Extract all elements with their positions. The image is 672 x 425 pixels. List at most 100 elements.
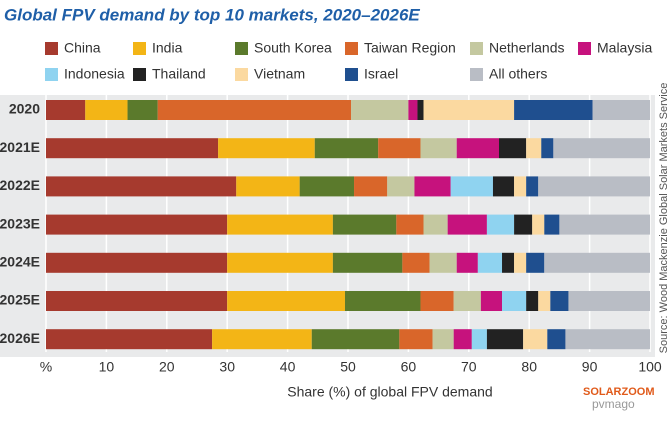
bar-segment [559, 214, 650, 235]
bar-segment [526, 252, 545, 273]
legend-label: Indonesia [64, 66, 125, 82]
bar-segment [402, 252, 430, 273]
y-tick-label: 2026E [0, 330, 40, 346]
x-tick-label: 90 [582, 359, 598, 375]
watermark: pvmago [592, 397, 635, 411]
bar-segment [429, 252, 457, 273]
legend-swatch [235, 68, 248, 81]
bar-segment [414, 176, 451, 197]
bar-segment [46, 176, 237, 197]
bar-segment [46, 291, 228, 311]
bar-segment [432, 329, 454, 350]
bar-segment [236, 176, 300, 197]
legend-swatch [345, 68, 358, 81]
bar-segment [447, 214, 487, 235]
bar-segment [547, 329, 566, 350]
legend-label: India [152, 40, 183, 56]
bar-segment [212, 329, 312, 350]
bar-segment [387, 176, 415, 197]
bar-segment [526, 291, 539, 311]
x-tick-label: 30 [219, 359, 235, 375]
bar-segment [127, 100, 158, 120]
bar-segment [592, 100, 650, 120]
bar-segment [227, 214, 333, 235]
bar-segment [538, 291, 551, 311]
legend-label: Netherlands [489, 40, 565, 56]
bar-segment [514, 252, 527, 273]
bar-segment [544, 214, 560, 235]
x-tick-label: % [40, 359, 52, 375]
legend-label: Thailand [152, 66, 206, 82]
legend-swatch [45, 42, 58, 55]
legend-label: Malaysia [597, 40, 652, 56]
bar-segment [420, 291, 454, 311]
bar-segment [471, 329, 487, 350]
source: Source: Wood Mackenzie Global Solar Mark… [658, 83, 670, 354]
x-tick-label: 20 [159, 359, 175, 375]
legend-label: Vietnam [254, 66, 305, 82]
legend-label: Taiwan Region [364, 40, 456, 56]
bar-segment [514, 214, 533, 235]
bar-segment [456, 138, 499, 159]
x-tick-label: 50 [340, 359, 356, 375]
bar-segment [332, 252, 403, 273]
bar-segment [218, 138, 315, 159]
bar-segment [354, 176, 388, 197]
bar-segment [477, 252, 503, 273]
bar-segment [550, 291, 569, 311]
legend-swatch [470, 42, 483, 55]
bar-segment [423, 214, 448, 235]
bar-segment [157, 100, 352, 120]
bar-segment [417, 100, 424, 120]
bar-segment [450, 176, 493, 197]
bar-segment [502, 291, 527, 311]
bar-segment [514, 100, 593, 120]
bar-segment [46, 252, 228, 273]
bar-segment [541, 138, 554, 159]
bar-segment [486, 214, 515, 235]
legend-swatch [133, 42, 146, 55]
bar-segment [299, 176, 355, 197]
bar-segment [486, 329, 524, 350]
legend-label: All others [489, 66, 547, 82]
y-tick-label: 2023E [0, 215, 40, 231]
bar-segment [85, 100, 128, 120]
legend-label: Israel [364, 66, 398, 82]
bar-segment [502, 252, 515, 273]
legend-swatch [578, 42, 591, 55]
y-tick-label: 2025E [0, 292, 40, 308]
bar-segment [46, 138, 219, 159]
bar-segment [492, 176, 515, 197]
bar-segment [523, 329, 548, 350]
bar-segment [420, 138, 457, 159]
bar-segment [456, 252, 478, 273]
bar-segment [499, 138, 527, 159]
bar-segment [526, 176, 539, 197]
legend-swatch [470, 68, 483, 81]
legend-label: South Korea [254, 40, 332, 56]
bar-segment [46, 329, 213, 350]
bar-segment [378, 138, 421, 159]
bar-segment [480, 291, 503, 311]
x-tick-label: 100 [638, 359, 662, 375]
legend-swatch [235, 42, 248, 55]
watermark: SOLARZOOM [583, 386, 655, 398]
bar-segment [46, 100, 86, 120]
bar-segment [453, 329, 472, 350]
bar-segment [227, 252, 333, 273]
legend-swatch [45, 68, 58, 81]
legend-swatch [133, 68, 146, 81]
y-tick-label: 2024E [0, 254, 40, 270]
bar-segment [526, 138, 542, 159]
bar-segment [396, 214, 424, 235]
y-tick-label: 2022E [0, 177, 40, 193]
legend-swatch [345, 42, 358, 55]
bar-segment [344, 291, 421, 311]
x-tick-label: 40 [280, 359, 296, 375]
bar-segment [453, 291, 481, 311]
bar-segment [46, 214, 228, 235]
bar-segment [332, 214, 397, 235]
bar-segment [538, 176, 650, 197]
bar-segment [351, 100, 409, 120]
